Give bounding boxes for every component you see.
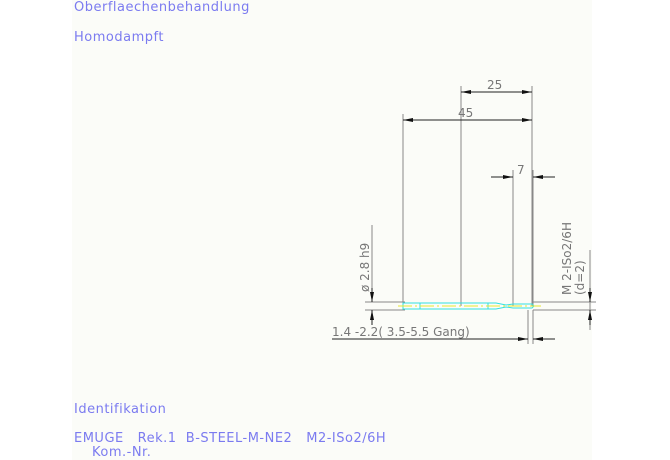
dim-thread-text: M 2-ISo2/6H — [560, 222, 574, 295]
kom-label: Kom.-Nr. — [92, 445, 152, 460]
ident-value: EMUGE Rek.1 B-STEEL-M-NE2 M2-ISo2/6H — [74, 431, 387, 446]
tool-profile — [398, 302, 541, 310]
surface-label: Oberflaechenbehandlung — [74, 0, 250, 15]
dim-chamfer-text: 1.4 -2.2( 3.5-5.5 Gang) — [332, 325, 470, 339]
dim-25-text: 25 — [487, 78, 502, 92]
drawing-sheet — [72, 0, 592, 460]
dim-thread-d-text: (d=2) — [573, 260, 587, 295]
dim-45-text: 45 — [458, 106, 473, 120]
extension-lines — [365, 86, 596, 344]
dim-diameter-text: ø 2.8 h9 — [358, 243, 372, 292]
surface-value: Homodampft — [74, 30, 164, 45]
ident-label: Identifikation — [74, 402, 167, 417]
dimension-lines — [332, 90, 592, 341]
dim-7-text: 7 — [517, 163, 525, 177]
